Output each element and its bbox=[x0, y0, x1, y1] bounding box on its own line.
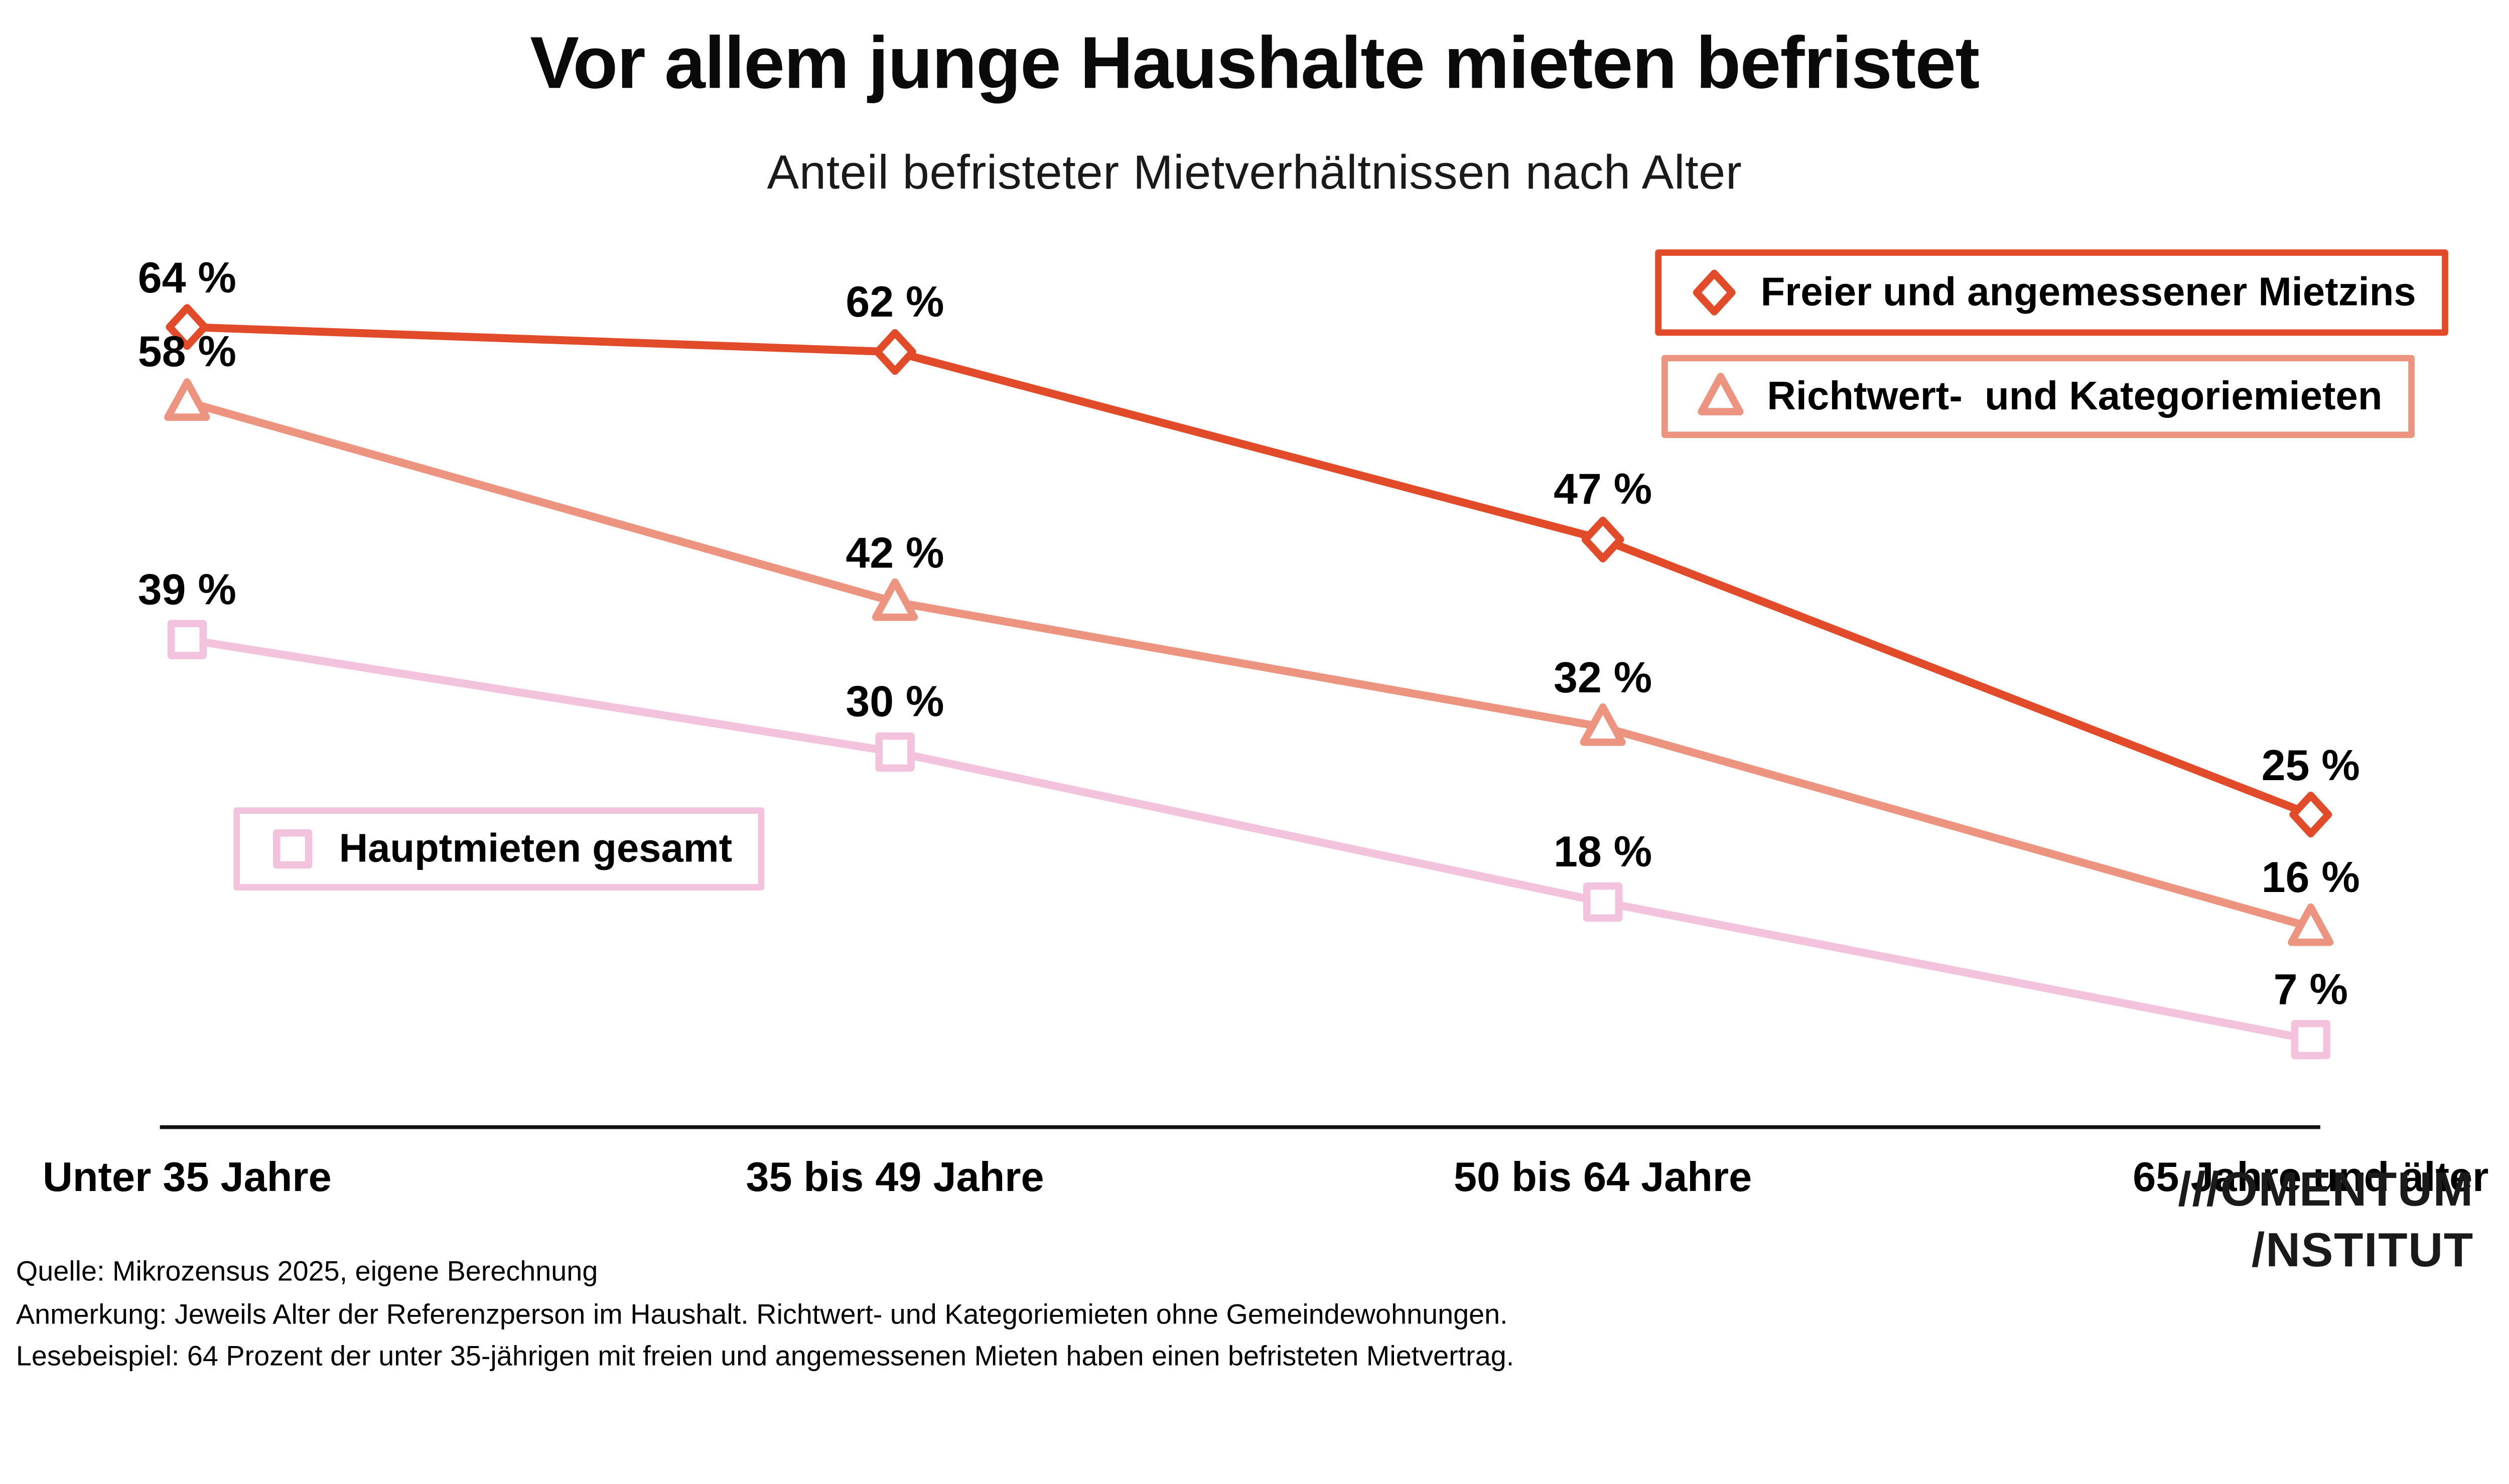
diamond-marker bbox=[874, 329, 916, 375]
series-line-2 bbox=[186, 635, 2312, 1044]
triangle-marker bbox=[164, 378, 210, 421]
page-subtitle: Anteil befristeter Mietverhältnissen nac… bbox=[767, 147, 1742, 200]
triangle-marker bbox=[872, 578, 918, 621]
square-icon bbox=[272, 829, 313, 869]
triangle-marker bbox=[1698, 373, 1744, 415]
footer-reading-example: Lesebeispiel: 64 Prozent der unter 35-jä… bbox=[16, 1340, 1514, 1372]
x-axis-label: 65 Jahre und älter bbox=[2133, 1152, 2489, 1201]
legend-label: Hauptmieten gesamt bbox=[339, 825, 733, 871]
triangle-marker bbox=[1580, 703, 1626, 746]
legend-label: Freier und angemessener Mietzins bbox=[1760, 269, 2416, 315]
x-axis-label: Unter 35 Jahre bbox=[42, 1152, 332, 1201]
logo-line-institut: /NSTITUT bbox=[2251, 1224, 2474, 1277]
series-line-0 bbox=[187, 323, 2312, 819]
value-label: 47 % bbox=[1554, 466, 1652, 514]
page-title: Vor allem junge Haushalte mieten befrist… bbox=[530, 21, 1980, 104]
momentum-institut-logo: ///OMENTUM /NSTITUT bbox=[2178, 1161, 2474, 1281]
logo-line-momentum: ///OMENTUM bbox=[2178, 1163, 2474, 1217]
value-label: 42 % bbox=[846, 528, 944, 576]
value-label: 62 % bbox=[846, 278, 944, 327]
diamond-marker bbox=[166, 304, 209, 350]
chart-infographic: Vor allem junge Haushalte mieten befrist… bbox=[16, 21, 2489, 1378]
value-label: 30 % bbox=[846, 678, 944, 727]
square-marker bbox=[2291, 1020, 2331, 1060]
value-label: 39 % bbox=[137, 566, 236, 614]
value-label: 16 % bbox=[2261, 853, 2360, 902]
diamond-marker bbox=[1693, 269, 1736, 316]
diamond-icon bbox=[1693, 269, 1736, 316]
value-label: 58 % bbox=[137, 328, 236, 377]
diamond-marker bbox=[2289, 792, 2332, 838]
legend-freier-und-angemessener-mietzins: Freier und angemessener Mietzins bbox=[1655, 249, 2448, 336]
x-axis-label: 50 bis 64 Jahre bbox=[1454, 1152, 1752, 1201]
square-marker bbox=[1583, 882, 1623, 922]
footer-source: Quelle: Mikrozensus 2025, eigene Berechn… bbox=[16, 1255, 598, 1287]
legend-hauptmieten-gesamt: Hauptmieten gesamt bbox=[233, 807, 764, 891]
value-label: 18 % bbox=[1554, 828, 1652, 877]
square-marker bbox=[167, 620, 207, 659]
value-label: 64 % bbox=[137, 253, 236, 302]
triangle-marker bbox=[2288, 903, 2334, 946]
diamond-marker bbox=[1581, 516, 1624, 562]
square-marker bbox=[272, 829, 313, 869]
x-axis-label: 35 bis 49 Jahre bbox=[746, 1152, 1044, 1201]
triangle-icon bbox=[1698, 373, 1744, 415]
footer: Quelle: Mikrozensus 2025, eigene Berechn… bbox=[16, 1250, 1514, 1378]
line-chart-canvas bbox=[160, 304, 2334, 1129]
value-label: 7 % bbox=[2273, 966, 2348, 1014]
legend-label: Richtwert- und Kategoriemieten bbox=[1767, 373, 2383, 418]
square-marker bbox=[875, 732, 915, 772]
value-label: 25 % bbox=[2261, 741, 2360, 789]
legend-richtwert-und-kategoriemieten: Richtwert- und Kategoriemieten bbox=[1661, 355, 2415, 438]
series-line-1 bbox=[186, 398, 2312, 931]
value-label: 32 % bbox=[1554, 653, 1652, 702]
footer-note: Anmerkung: Jeweils Alter der Referenzper… bbox=[16, 1297, 1508, 1330]
